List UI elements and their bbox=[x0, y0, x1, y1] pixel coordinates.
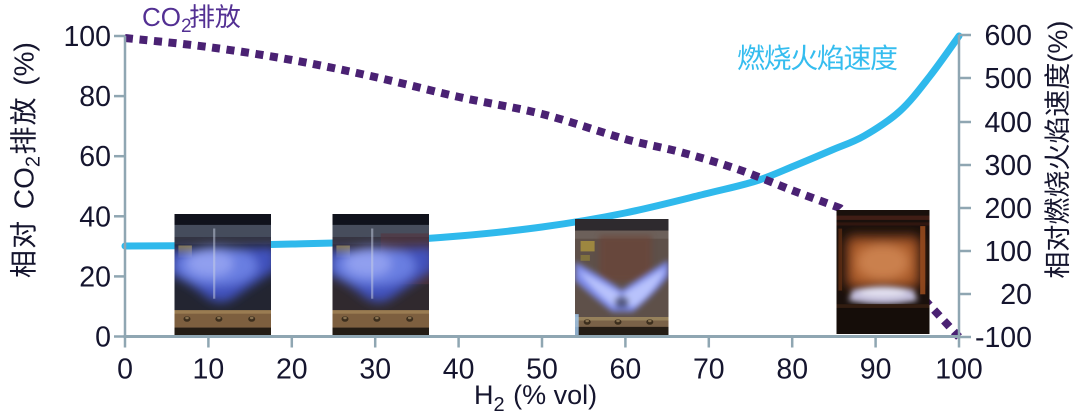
svg-text:80: 80 bbox=[79, 81, 111, 113]
svg-text:200: 200 bbox=[984, 193, 1032, 225]
svg-text:400: 400 bbox=[984, 107, 1032, 139]
svg-text:80: 80 bbox=[776, 354, 808, 386]
svg-text:0: 0 bbox=[95, 322, 111, 354]
svg-text:20: 20 bbox=[79, 261, 111, 293]
svg-text:20: 20 bbox=[276, 354, 308, 386]
svg-text:90: 90 bbox=[860, 354, 892, 386]
svg-text:300: 300 bbox=[984, 150, 1032, 182]
svg-text:600: 600 bbox=[984, 20, 1032, 52]
svg-text:(%): (%) bbox=[1043, 21, 1073, 63]
svg-text:10: 10 bbox=[193, 354, 225, 386]
svg-text:40: 40 bbox=[443, 354, 475, 386]
svg-text:60: 60 bbox=[79, 141, 111, 173]
svg-text:500: 500 bbox=[984, 63, 1032, 95]
svg-text:100: 100 bbox=[935, 354, 983, 386]
svg-text:2: 2 bbox=[23, 156, 45, 167]
svg-text:30: 30 bbox=[359, 354, 391, 386]
svg-text:100: 100 bbox=[63, 21, 111, 53]
svg-text:(%): (%) bbox=[9, 42, 40, 86]
svg-text:H2 (% vol): H2 (% vol) bbox=[474, 380, 597, 416]
svg-text:100: 100 bbox=[984, 236, 1032, 268]
svg-text:70: 70 bbox=[693, 354, 725, 386]
svg-text:40: 40 bbox=[79, 201, 111, 233]
svg-text:20: 20 bbox=[1000, 279, 1032, 311]
svg-text:CO: CO bbox=[9, 167, 40, 209]
svg-text:50: 50 bbox=[526, 354, 558, 386]
svg-text:-100: -100 bbox=[975, 322, 1032, 354]
svg-text:60: 60 bbox=[610, 354, 642, 386]
svg-text:0: 0 bbox=[117, 354, 133, 386]
